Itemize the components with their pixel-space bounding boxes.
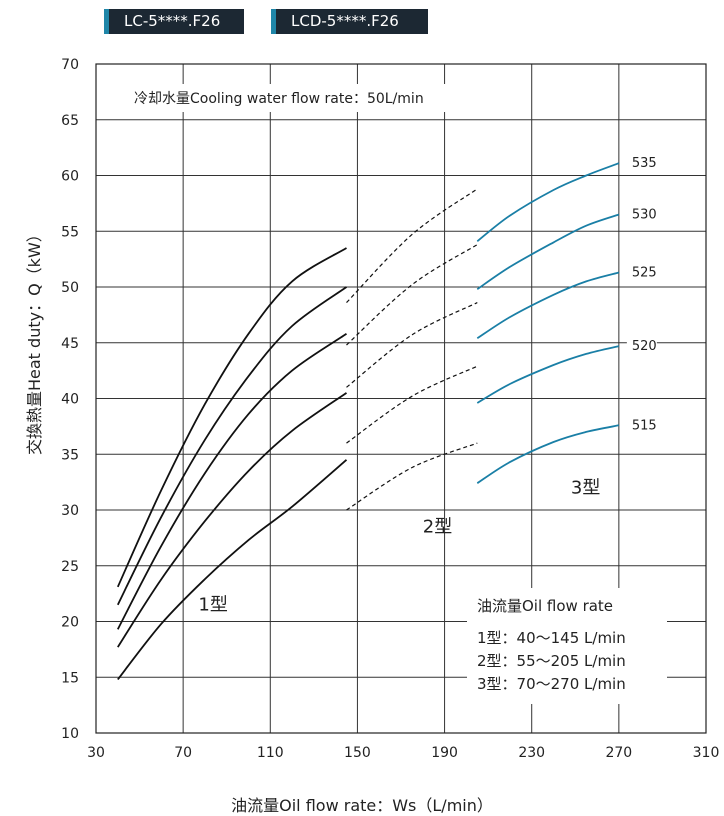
model-tab-lc: LC-5****.F26 bbox=[104, 9, 244, 34]
oil-flow-box-bg bbox=[467, 588, 667, 704]
oil-flow-box-line: 3型：70～270 L/min bbox=[477, 675, 626, 693]
x-tick-label: 70 bbox=[174, 745, 192, 761]
y-tick-label: 30 bbox=[61, 503, 79, 519]
curve-525-type1 bbox=[117, 333, 348, 630]
curve-530-type2 bbox=[346, 244, 478, 346]
curve-535-type1 bbox=[116, 247, 347, 588]
model-tab-lcd: LCD-5****.F26 bbox=[271, 9, 428, 34]
oil-flow-box-title: 油流量Oil flow rate bbox=[477, 597, 613, 615]
y-tick-label: 55 bbox=[61, 224, 79, 240]
curve-525-type2 bbox=[346, 302, 478, 388]
curve-515-type2 bbox=[346, 442, 478, 511]
type-label-1: 1型 bbox=[198, 594, 227, 615]
oil-flow-box-line: 2型：55～205 L/min bbox=[477, 652, 626, 670]
y-tick-label: 15 bbox=[61, 670, 79, 686]
curve-520-type2 bbox=[346, 365, 478, 444]
x-tick-label: 30 bbox=[87, 745, 105, 761]
curve-535-type3 bbox=[476, 162, 620, 243]
x-tick-label: 270 bbox=[605, 745, 632, 761]
curve-515-type3 bbox=[476, 424, 620, 484]
y-axis-title: 交換熱量Heat duty：Q（kW） bbox=[25, 226, 44, 455]
y-tick-label: 40 bbox=[61, 392, 79, 408]
y-tick-label: 25 bbox=[61, 559, 79, 575]
series-label-bg bbox=[626, 414, 657, 433]
y-tick-label: 50 bbox=[61, 280, 79, 296]
plot-frame bbox=[95, 63, 707, 734]
series-label-bg bbox=[626, 203, 657, 222]
x-tick-label: 230 bbox=[518, 745, 545, 761]
series-label-bg bbox=[626, 152, 657, 171]
x-tick-label: 310 bbox=[693, 745, 720, 761]
y-tick-label: 70 bbox=[61, 57, 79, 73]
y-tick-label: 10 bbox=[61, 726, 79, 742]
series-label-525: 525 bbox=[632, 266, 657, 281]
curve-530-type1 bbox=[116, 286, 348, 606]
series-label-535: 535 bbox=[632, 156, 657, 171]
curve-535-type2 bbox=[346, 188, 478, 304]
x-tick-label: 190 bbox=[431, 745, 458, 761]
y-tick-label: 35 bbox=[61, 447, 79, 463]
y-tick-label: 20 bbox=[61, 615, 79, 631]
x-tick-label: 150 bbox=[344, 745, 371, 761]
series-label-520: 520 bbox=[632, 339, 657, 354]
condition-note-bg bbox=[125, 84, 515, 112]
type-label-2: 2型 bbox=[423, 516, 452, 537]
series-label-bg bbox=[626, 261, 657, 280]
series-label-515: 515 bbox=[632, 418, 657, 433]
type-label-3: 3型 bbox=[571, 477, 600, 498]
curve-515-type1 bbox=[117, 459, 348, 681]
y-tick-label: 45 bbox=[61, 336, 79, 352]
oil-flow-box-line: 1型：40～145 L/min bbox=[477, 629, 626, 647]
curve-520-type3 bbox=[476, 345, 620, 404]
y-tick-label: 60 bbox=[61, 169, 79, 185]
x-axis-title: 油流量Oil flow rate：Ws（L/min） bbox=[231, 796, 493, 815]
series-label-530: 530 bbox=[632, 208, 657, 223]
y-tick-label: 65 bbox=[61, 113, 79, 129]
curve-520-type1 bbox=[117, 392, 348, 648]
condition-note: 冷却水量Cooling water flow rate：50L/min bbox=[134, 91, 424, 107]
curve-530-type3 bbox=[476, 213, 620, 290]
curve-525-type3 bbox=[476, 271, 620, 340]
x-tick-label: 110 bbox=[257, 745, 284, 761]
series-label-bg bbox=[626, 335, 657, 354]
